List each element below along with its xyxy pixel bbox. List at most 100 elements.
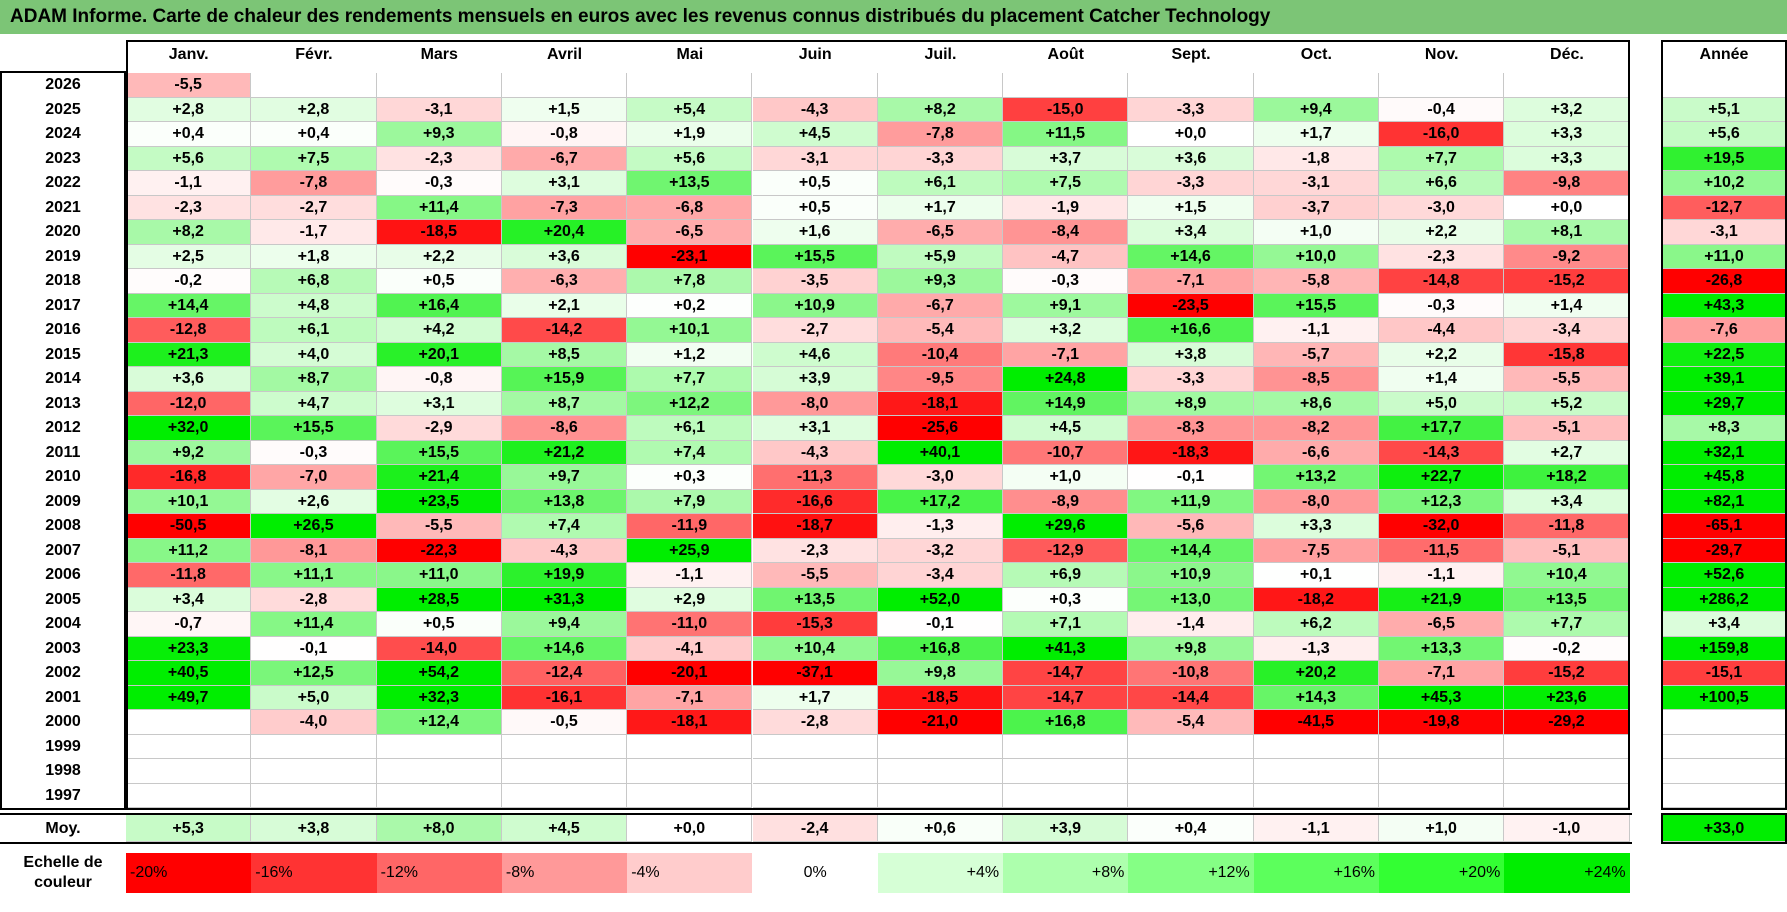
heatmap-cell: -4,1 (627, 636, 753, 661)
heatmap-cell: +9,3 (877, 269, 1004, 294)
average-cell: +1,0 (1379, 815, 1505, 842)
heatmap-cell: -18,3 (1128, 440, 1254, 465)
column-header: Mars (420, 46, 458, 63)
heatmap-cell: -18,2 (1253, 587, 1379, 612)
heatmap-cell: +9,7 (501, 465, 628, 490)
heatmap-cell (1379, 73, 1505, 98)
heatmap-cell: -18,5 (376, 220, 502, 245)
heatmap-cell: +16,4 (376, 293, 502, 318)
heatmap-cell: +11,4 (251, 612, 377, 637)
row-year-label: 2019 (45, 247, 81, 265)
heatmap-cell: +1,5 (501, 97, 628, 122)
heatmap-cell: +0,4 (251, 122, 377, 147)
heatmap-cell: -3,4 (877, 563, 1004, 588)
heatmap-cell: +6,8 (251, 269, 377, 294)
heatmap-cell (877, 759, 1004, 784)
heatmap-cell: -7,0 (251, 465, 377, 490)
annual-cell: +22,5 (1661, 342, 1787, 367)
heatmap-cell: -6,7 (877, 293, 1004, 318)
annual-cell: +39,1 (1661, 367, 1787, 392)
annual-cell: +32,1 (1661, 440, 1787, 465)
heatmap-cell: -3,4 (1504, 318, 1630, 343)
heatmap-cell: +5,0 (251, 685, 377, 710)
heatmap-cell: -7,1 (1128, 269, 1254, 294)
heatmap-cell (877, 73, 1004, 98)
column-header: Sept. (1171, 46, 1211, 63)
heatmap-cell: +22,7 (1379, 465, 1505, 490)
annual-cell (1661, 710, 1787, 735)
heatmap-cell: +11,1 (251, 563, 377, 588)
heatmap-cell: +4,2 (376, 318, 502, 343)
column-header: Août (1047, 46, 1084, 63)
heatmap-cell: +12,2 (627, 391, 753, 416)
heatmap-cell: +14,4 (126, 293, 252, 318)
heatmap-cell: +11,4 (376, 195, 502, 220)
heatmap-cell: -8,1 (251, 538, 377, 563)
heatmap-cell (1003, 734, 1129, 759)
heatmap-cell: +7,5 (1003, 171, 1129, 196)
heatmap-cell: -3,1 (752, 146, 878, 171)
heatmap-cell: -16,8 (126, 465, 252, 490)
heatmap-cell: +54,2 (376, 661, 502, 686)
color-scale-swatch: 0% (752, 853, 878, 893)
heatmap-cell: -7,8 (877, 122, 1004, 147)
heatmap-cell: +14,3 (1253, 685, 1379, 710)
heatmap-cell: +7,1 (1003, 612, 1129, 637)
heatmap-cell: -3,2 (877, 538, 1004, 563)
average-top-rule (0, 813, 1632, 815)
row-year-label: 2022 (45, 174, 81, 191)
heatmap-cell: +8,9 (1128, 391, 1254, 416)
heatmap-cell: +3,4 (1504, 489, 1630, 514)
annual-cell: +3,4 (1661, 612, 1787, 637)
heatmap-cell: -14,3 (1379, 440, 1505, 465)
row-year-label: 1998 (45, 762, 81, 779)
heatmap-cell: +0,0 (1128, 122, 1254, 147)
heatmap-cell: +40,5 (126, 661, 252, 686)
heatmap-cell: -8,2 (1253, 416, 1379, 441)
heatmap-cell (752, 783, 878, 808)
heatmap-cell: -2,3 (126, 195, 252, 220)
heatmap-cell: +26,5 (251, 514, 377, 539)
heatmap-cell: -12,4 (501, 661, 628, 686)
heatmap-cell (1379, 783, 1505, 808)
heatmap-cell: -15,8 (1504, 342, 1630, 367)
annual-cell: -26,8 (1661, 269, 1787, 294)
heatmap-cell: +0,0 (1504, 195, 1630, 220)
column-header: Mai (676, 46, 704, 63)
heatmap-cell: -9,2 (1504, 244, 1630, 269)
heatmap-cell (877, 734, 1004, 759)
heatmap-cell: +9,8 (1128, 636, 1254, 661)
heatmap-cell: -12,8 (126, 318, 252, 343)
annual-cell: -65,1 (1661, 514, 1787, 539)
heatmap-cell (501, 734, 628, 759)
heatmap-cell (251, 759, 377, 784)
heatmap-cell: +4,7 (251, 391, 377, 416)
heatmap-cell: +14,4 (1128, 538, 1254, 563)
row-year-label: 2000 (45, 713, 81, 730)
color-scale-swatch: +20% (1379, 853, 1505, 893)
heatmap-cell (1253, 73, 1379, 98)
heatmap-cell: +16,6 (1128, 318, 1254, 343)
column-header: Juil. (924, 46, 957, 63)
heatmap-cell: +2,2 (1379, 342, 1505, 367)
heatmap-cell: +3,4 (126, 587, 252, 612)
heatmap-cell: -0,2 (1504, 636, 1630, 661)
heatmap-cell: +40,1 (877, 440, 1004, 465)
heatmap-cell: -22,3 (376, 538, 502, 563)
heatmap-cell: -14,0 (376, 636, 502, 661)
heatmap-cell: +11,2 (126, 538, 252, 563)
heatmap-cell: +2,2 (1379, 220, 1505, 245)
heatmap-cell: -8,6 (501, 416, 628, 441)
annual-cell: -12,7 (1661, 195, 1787, 220)
heatmap-cell: +11,0 (376, 563, 502, 588)
heatmap-cell: -8,4 (1003, 220, 1129, 245)
heatmap-cell: -7,8 (251, 171, 377, 196)
heatmap-cell (376, 759, 502, 784)
heatmap-cell: +8,7 (501, 391, 628, 416)
heatmap-cell: +1,6 (752, 220, 878, 245)
heatmap-cell: +3,3 (1504, 122, 1630, 147)
color-scale-swatch: +12% (1128, 853, 1254, 893)
heatmap-cell: +25,9 (627, 538, 753, 563)
heatmap-cell (627, 73, 753, 98)
average-row-label: Moy. (45, 820, 81, 837)
